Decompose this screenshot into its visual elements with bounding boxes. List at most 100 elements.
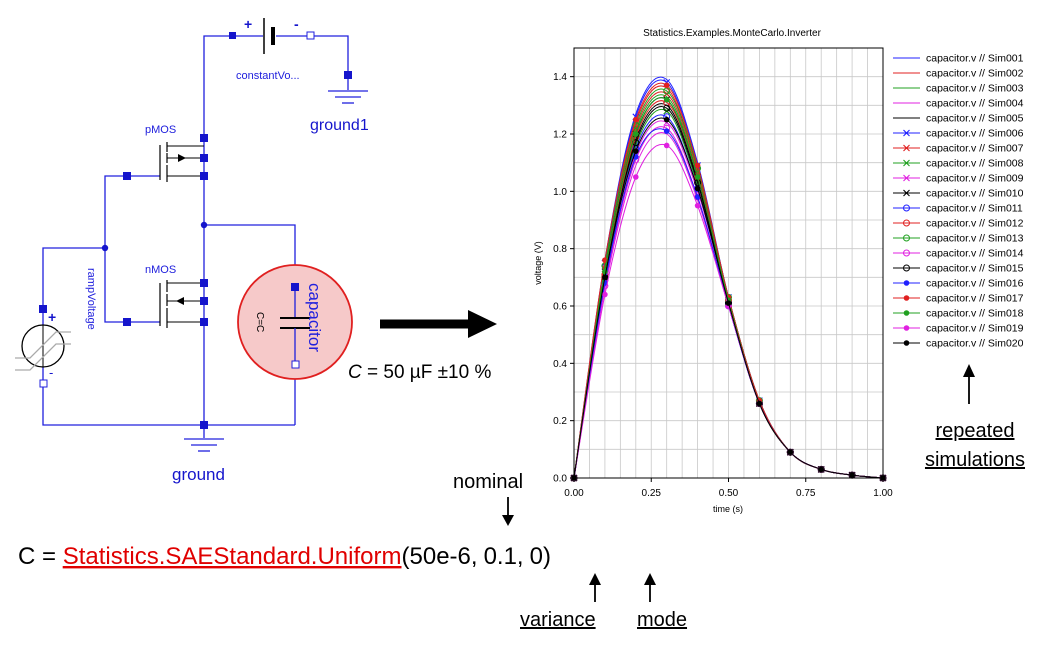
- data-point: [903, 295, 910, 301]
- y-axis-label: voltage (V): [533, 241, 543, 285]
- y-tick-label: 0.2: [553, 416, 567, 427]
- data-point: [663, 142, 670, 149]
- data-point: [818, 466, 824, 473]
- legend-label: capacitor.v // Sim011: [926, 203, 1023, 215]
- legend-label: capacitor.v // Sim004: [926, 98, 1024, 110]
- series-20: [571, 116, 886, 481]
- legend-item: capacitor.v // Sim016: [893, 278, 1024, 290]
- data-point: [663, 82, 670, 89]
- nmos-label: nMOS: [145, 264, 176, 276]
- legend-item: capacitor.v // Sim002: [893, 68, 1024, 80]
- data-point: [903, 159, 910, 167]
- equation-close: ): [543, 543, 551, 570]
- repeated-label-line2: simulations: [925, 449, 1025, 471]
- variance-arrow: [589, 573, 601, 602]
- data-point: [903, 280, 910, 286]
- legend-item: capacitor.v // Sim011: [893, 203, 1023, 215]
- nominal-arrow: [502, 497, 514, 526]
- chart-series: [570, 76, 887, 482]
- data-point: [694, 162, 701, 169]
- data-point: [663, 104, 671, 112]
- variance-label: variance: [520, 609, 596, 631]
- legend-label: capacitor.v // Sim005: [926, 113, 1024, 125]
- data-point: [903, 310, 910, 316]
- data-point: [694, 194, 701, 200]
- data-point: [903, 204, 910, 212]
- ground-label: ground: [172, 465, 225, 484]
- legend-label: capacitor.v // Sim014: [926, 248, 1024, 260]
- data-point: [602, 291, 608, 298]
- legend-item: capacitor.v // Sim004: [893, 98, 1024, 110]
- battery-label: constantVo...: [236, 70, 300, 82]
- legend-item: capacitor.v // Sim020: [893, 338, 1024, 350]
- chart-title: Statistics.Examples.MonteCarlo.Inverter: [643, 28, 822, 39]
- legend-item: capacitor.v // Sim005: [893, 113, 1024, 125]
- data-point: [663, 96, 670, 103]
- data-point: [633, 148, 639, 154]
- legend-item: capacitor.v // Sim008: [893, 158, 1024, 170]
- legend-label: capacitor.v // Sim009: [926, 173, 1024, 185]
- legend-label: capacitor.v // Sim008: [926, 158, 1024, 170]
- legend-item: capacitor.v // Sim013: [893, 233, 1024, 245]
- legend-item: capacitor.v // Sim009: [893, 173, 1024, 185]
- capacitor-param: C=C: [254, 312, 265, 332]
- x-tick-label: 1.00: [873, 488, 893, 499]
- y-tick-label: 0.4: [553, 359, 567, 370]
- data-point: [725, 300, 732, 306]
- legend-item: capacitor.v // Sim012: [893, 218, 1024, 230]
- legend-label: capacitor.v // Sim017: [926, 293, 1024, 305]
- y-tick-label: 0.0: [553, 474, 567, 485]
- ground1-label: ground1: [310, 117, 369, 134]
- data-point: [602, 274, 608, 281]
- data-point: [903, 234, 910, 242]
- mode-label: mode: [637, 609, 687, 631]
- legend-item: capacitor.v // Sim007: [893, 143, 1024, 155]
- ramp-voltage-source: + - rampVoltage: [15, 268, 97, 388]
- legend-item: capacitor.v // Sim018: [893, 308, 1024, 320]
- y-tick-label: 0.6: [553, 302, 567, 313]
- legend-label: capacitor.v // Sim019: [926, 323, 1024, 335]
- data-point: [903, 264, 910, 272]
- data-point: [663, 116, 670, 123]
- y-tick-label: 1.0: [553, 187, 567, 198]
- data-point: [756, 400, 763, 407]
- data-point: [694, 202, 701, 209]
- legend-label: capacitor.v // Sim016: [926, 278, 1024, 290]
- data-point: [903, 325, 910, 331]
- equation-arg2: 0.1,: [484, 543, 524, 570]
- legend-item: capacitor.v // Sim003: [893, 83, 1024, 95]
- pmos-label: pMOS: [145, 124, 176, 136]
- data-point: [694, 185, 701, 192]
- ground1-symbol: ground1: [310, 71, 369, 134]
- legend-label: capacitor.v // Sim003: [926, 83, 1024, 95]
- data-point: [903, 249, 910, 257]
- legend-label: capacitor.v // Sim020: [926, 338, 1024, 350]
- plot-frame: [573, 47, 884, 479]
- nominal-label: nominal: [453, 471, 523, 493]
- chart-legend: capacitor.v // Sim001 capacitor.v // Sim0…: [893, 53, 1024, 350]
- data-point: [694, 174, 701, 180]
- legend-label: capacitor.v // Sim013: [926, 233, 1024, 245]
- repeated-arrow: [963, 364, 975, 404]
- equation-function: Statistics.SAEStandard.Uniform: [63, 543, 402, 570]
- pmos-transistor: pMOS: [123, 124, 208, 182]
- y-tick-label: 1.2: [553, 130, 567, 141]
- big-arrow: [380, 310, 497, 338]
- equation-prefix: C =: [18, 543, 63, 570]
- data-point: [903, 340, 910, 346]
- y-tick-label: 1.4: [553, 72, 567, 83]
- capacitance-value: C = 50 µF ±10 %: [348, 362, 491, 383]
- repeated-label-line1: repeated: [936, 420, 1015, 442]
- legend-label: capacitor.v // Sim006: [926, 128, 1024, 140]
- x-tick-label: 0.00: [564, 488, 584, 499]
- legend-label: capacitor.v // Sim012: [926, 218, 1024, 230]
- equation-open: (: [402, 543, 410, 570]
- ramp-minus: -: [49, 365, 53, 380]
- x-tick-label: 0.50: [719, 488, 739, 499]
- ramp-label: rampVoltage: [85, 268, 97, 330]
- mode-arrow: [644, 573, 656, 602]
- data-point: [903, 174, 910, 182]
- data-point: [633, 131, 639, 137]
